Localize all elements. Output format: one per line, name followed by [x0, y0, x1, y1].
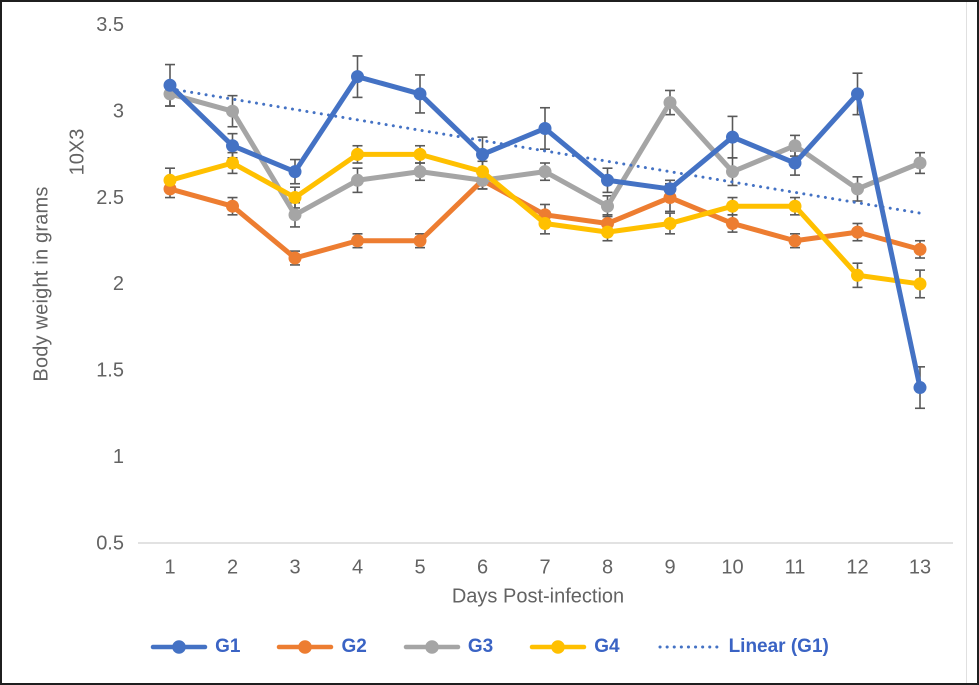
x-axis-title: Days Post-infection	[451, 585, 625, 608]
series-g2-point	[851, 225, 864, 239]
series-g4-point	[663, 216, 677, 230]
series-g3-point	[226, 104, 239, 118]
series-g4-point	[288, 191, 302, 205]
series-g4-point	[913, 277, 927, 291]
series-g3-point	[538, 165, 552, 179]
series-g4-point	[163, 173, 177, 187]
x-tick-label: 3	[289, 556, 300, 578]
trendline-linear-g1	[168, 87, 922, 215]
series-g4-point	[476, 165, 489, 179]
x-tick-label: 1	[164, 556, 175, 578]
series-g3-point	[913, 156, 927, 170]
series-g1-point	[663, 182, 677, 196]
series-g1-point	[476, 147, 489, 161]
series-g4-point	[726, 199, 739, 213]
y-axis-title: Body weight in grams	[30, 186, 53, 382]
y-tick-label: 1	[113, 446, 124, 468]
series-g3-point	[726, 165, 739, 179]
series-g1-point	[851, 87, 864, 101]
y-tick-label: 0.5	[96, 532, 124, 554]
series-g3-point	[413, 165, 427, 179]
legend-label-linear-g1: Linear (G1)	[728, 636, 829, 657]
series-g1-point	[726, 130, 739, 144]
series-g2-point	[413, 234, 427, 248]
g1-line-marker-swatch	[150, 640, 208, 654]
series-g2-point	[351, 234, 364, 248]
series-g4-point	[413, 147, 427, 161]
g2-line-marker-swatch	[277, 640, 334, 654]
x-tick-label: 8	[602, 556, 613, 578]
series-g1-point	[601, 173, 614, 187]
series-g3-point	[788, 139, 802, 153]
series-g1-point	[538, 121, 552, 135]
series-g4-point	[851, 268, 864, 282]
legend-label-g2: G2	[341, 636, 367, 657]
y-tick-label: 3	[113, 100, 124, 122]
series-g4-point	[226, 156, 239, 170]
series-g3-point	[663, 96, 677, 110]
series-g2-point	[226, 199, 239, 213]
legend-item-g3: G3	[403, 636, 493, 658]
g3-line-marker-swatch	[403, 640, 461, 654]
series-g4-point	[351, 147, 364, 161]
series-g3-point	[288, 208, 302, 222]
x-tick-label: 5	[414, 556, 425, 578]
x-tick-label: 11	[785, 556, 806, 578]
series-g2-point	[288, 251, 302, 265]
series-g1-point	[288, 165, 302, 179]
linear-g1-dotted-swatch	[658, 645, 720, 649]
series-g2-point	[726, 216, 739, 230]
y-tick-label: 2	[113, 273, 124, 295]
legend-item-linear-g1: Linear (G1)	[656, 636, 829, 658]
series-g3-point	[601, 199, 614, 213]
series-g1-point	[351, 70, 364, 84]
g4-line-marker-swatch	[529, 640, 587, 654]
y-tick-label: 1.5	[96, 360, 124, 382]
y-axis-unit-label: 10X3	[66, 128, 89, 176]
legend-item-g4: G4	[529, 636, 620, 658]
series-g4-point	[538, 216, 552, 230]
x-tick-label: 12	[846, 556, 868, 578]
legend: G1 G2 G3 G4 Linear (G1)	[0, 636, 979, 658]
legend-label-g1: G1	[215, 636, 241, 657]
x-tick-label: 2	[227, 556, 238, 578]
legend-item-g1: G1	[150, 636, 240, 658]
legend-label-g3: G3	[467, 636, 494, 657]
series-g1-point	[413, 87, 427, 101]
legend-item-g2: G2	[276, 636, 367, 658]
x-tick-label: 6	[477, 556, 488, 578]
y-tick-label: 2.5	[96, 187, 124, 209]
series-g1-point	[226, 139, 239, 153]
series-g1-point	[163, 78, 177, 92]
x-tick-label: 7	[539, 556, 550, 578]
y-tick-label: 3.5	[96, 14, 124, 36]
series-g3-point	[351, 173, 364, 187]
x-tick-label: 4	[352, 556, 363, 578]
legend-label-linear-g1-swatch-owner: G4	[594, 636, 620, 657]
series-g4-point	[601, 225, 614, 239]
x-tick-label: 13	[909, 556, 931, 578]
series-g3-point	[851, 182, 864, 196]
chart-object-right-edge	[966, 2, 967, 683]
x-tick-label: 9	[664, 556, 675, 578]
series-g2-point	[788, 234, 802, 248]
series-g1-point	[788, 156, 802, 170]
series-g1-point	[913, 381, 927, 395]
series-g2-point	[913, 242, 927, 256]
x-tick-label: 10	[721, 556, 743, 578]
series-g4-point	[788, 199, 802, 213]
